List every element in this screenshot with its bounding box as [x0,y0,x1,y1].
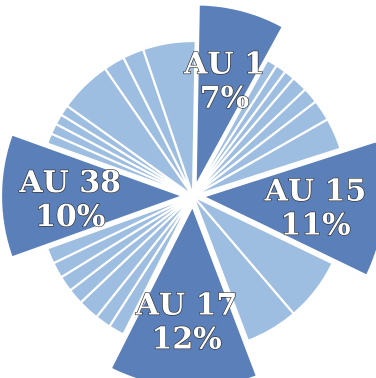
slice-percent: 7% [200,80,249,115]
slice-name: AU 15 [264,174,367,209]
pie-slices [0,3,376,378]
slice-label: AU 17 12% [135,288,238,357]
slice-name: AU 38 [18,165,121,200]
pie-slice [192,117,342,198]
pie-labels: AU 1 7%AU 15 11%AU 17 12%AU 38 10% [18,46,367,358]
slice-label: AU 38 10% [18,165,121,234]
pie-slice [45,194,194,265]
pie-slice-au-15 [200,140,376,278]
pie-slice-au-38 [0,132,187,259]
slice-label: AU 1 7% [183,46,265,115]
pie-slice [191,195,296,343]
slice-percent: 12% [151,322,221,357]
slice-label: AU 15 11% [264,174,367,243]
pie-slice-au-17 [109,203,259,378]
slice-name: AU 17 [135,288,238,323]
slice-percent: 10% [35,199,105,234]
pie-slice-au-1 [194,3,285,187]
slice-percent: 11% [280,208,350,243]
slice-name: AU 1 [183,46,265,81]
pie-slice [141,39,197,197]
